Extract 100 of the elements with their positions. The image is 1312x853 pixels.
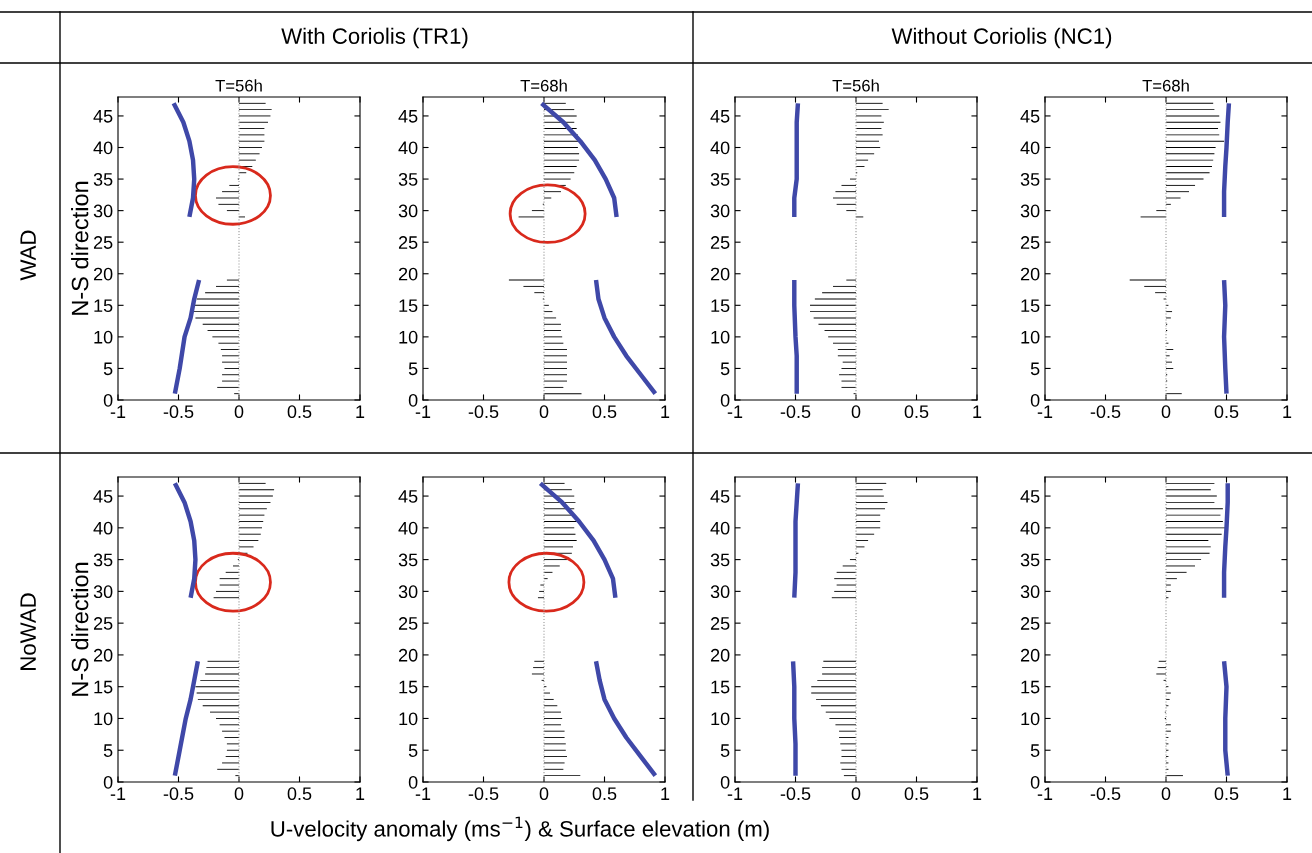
y-tick-label: 35 <box>710 173 730 186</box>
text: WAD <box>20 230 36 281</box>
y-tick-label: 0 <box>408 775 418 789</box>
text: NoWAD <box>20 593 36 670</box>
y-tick-label: 15 <box>1021 299 1040 313</box>
y-tick-label: 30 <box>398 204 418 218</box>
x-tick-label: 1 <box>661 787 670 800</box>
y-tick-label: 5 <box>720 362 730 376</box>
x-tick-label: -1 <box>727 787 743 800</box>
y-tick-label: 30 <box>710 204 730 218</box>
y-axis-title: N-S direction <box>71 562 89 696</box>
y-tick-label: 45 <box>710 110 730 123</box>
y-tick-label: 25 <box>398 617 418 630</box>
y-tick-label: 30 <box>398 585 418 599</box>
x-tick-label: -1 <box>415 787 431 800</box>
y-tick-label: 20 <box>398 648 418 662</box>
y-tick-label: 20 <box>93 648 113 662</box>
x-tick-label: -1 <box>415 405 431 418</box>
chart-title: T=56h <box>832 79 879 92</box>
x-tick-label: 1 <box>1283 405 1292 418</box>
y-tick-label: 45 <box>398 110 418 123</box>
y-tick-label: 0 <box>720 393 730 407</box>
y-tick-label: 10 <box>94 712 113 726</box>
y-tick-label: 15 <box>399 680 418 694</box>
y-tick-label: 5 <box>408 744 418 757</box>
y-tick-label: 30 <box>1020 585 1040 599</box>
x-tick-label: 0 <box>539 405 549 419</box>
x-tick-label: 1 <box>356 787 365 800</box>
y-axis-title: N-S direction <box>71 181 89 315</box>
y-tick-label: 20 <box>1020 267 1040 281</box>
x-tick-label: 0.5 <box>592 787 617 801</box>
chart-title: T=68h <box>1142 79 1189 92</box>
y-tick-label: 30 <box>93 585 113 599</box>
text: With Coriolis (TR1) <box>281 27 468 49</box>
x-axis-title: U-velocity anomaly (ms$^{−1}$) & Surface elevation (m) <box>271 816 769 842</box>
y-tick-label: 5 <box>1030 744 1040 757</box>
y-tick-label: 5 <box>1030 362 1040 376</box>
x-tick-label: 0.5 <box>592 405 617 419</box>
y-tick-label: 0 <box>103 393 113 407</box>
x-tick-label: 0 <box>1161 787 1171 801</box>
y-tick-label: 0 <box>1030 775 1040 789</box>
y-tick-label: 35 <box>1020 553 1040 567</box>
y-tick-label: 20 <box>93 267 113 281</box>
y-tick-label: 15 <box>1021 680 1040 694</box>
x-tick-label: 0 <box>851 787 861 801</box>
x-tick-label: 0.5 <box>1214 787 1239 801</box>
y-tick-label: 45 <box>1020 490 1040 503</box>
y-tick-label: 40 <box>93 141 113 155</box>
y-tick-label: 10 <box>94 330 113 344</box>
chart-title: T=68h <box>520 79 567 92</box>
y-tick-label: 15 <box>711 299 730 313</box>
y-tick-label: 10 <box>711 330 730 344</box>
x-tick-label: 1 <box>973 787 982 800</box>
y-tick-label: 15 <box>94 680 113 694</box>
x-tick-label: -1 <box>1037 787 1053 800</box>
y-tick-label: 40 <box>710 521 730 535</box>
x-tick-label: -1 <box>110 405 126 418</box>
x-tick-label: -0.5 <box>780 405 811 419</box>
y-tick-label: 0 <box>103 775 113 789</box>
x-tick-label: 0.5 <box>287 787 312 801</box>
y-tick-label: 35 <box>1020 173 1040 186</box>
x-tick-label: 0 <box>234 787 244 801</box>
y-tick-label: 20 <box>710 648 730 662</box>
y-tick-label: 0 <box>720 775 730 789</box>
x-tick-label: 0 <box>539 787 549 801</box>
x-tick-label: 0 <box>1161 405 1171 419</box>
x-tick-label: -0.5 <box>1090 405 1121 419</box>
y-tick-label: 25 <box>93 617 113 630</box>
x-tick-label: -0.5 <box>468 787 499 801</box>
x-tick-label: -1 <box>727 405 743 418</box>
y-tick-label: 35 <box>398 553 418 567</box>
y-tick-label: 0 <box>1030 393 1040 407</box>
y-tick-label: 25 <box>1020 236 1040 249</box>
y-tick-label: 45 <box>710 490 730 503</box>
x-tick-label: -0.5 <box>1090 787 1121 801</box>
x-tick-label: 0.5 <box>1214 405 1239 419</box>
y-tick-label: 5 <box>103 362 113 376</box>
y-tick-label: 40 <box>1020 521 1040 535</box>
x-tick-label: 0.5 <box>904 787 929 801</box>
y-tick-label: 25 <box>710 617 730 630</box>
y-tick-label: 15 <box>94 299 113 313</box>
x-tick-label: -0.5 <box>468 405 499 419</box>
x-tick-label: -0.5 <box>163 787 194 801</box>
y-tick-label: 45 <box>1020 110 1040 123</box>
x-tick-label: 1 <box>661 405 670 418</box>
y-tick-label: 20 <box>710 267 730 281</box>
y-tick-label: 30 <box>1020 204 1040 218</box>
y-tick-label: 25 <box>93 236 113 249</box>
y-tick-label: 30 <box>710 585 730 599</box>
x-tick-label: 0 <box>234 405 244 419</box>
y-tick-label: 25 <box>710 236 730 249</box>
x-tick-label: -1 <box>110 787 126 800</box>
text: Without Coriolis (NC1) <box>891 27 1112 49</box>
y-tick-label: 20 <box>1020 648 1040 662</box>
y-tick-label: 35 <box>710 553 730 567</box>
x-tick-label: 0.5 <box>904 405 929 419</box>
x-tick-label: -0.5 <box>163 405 194 419</box>
x-tick-label: 1 <box>356 405 365 418</box>
y-tick-label: 5 <box>408 362 418 376</box>
y-tick-label: 45 <box>93 110 113 123</box>
